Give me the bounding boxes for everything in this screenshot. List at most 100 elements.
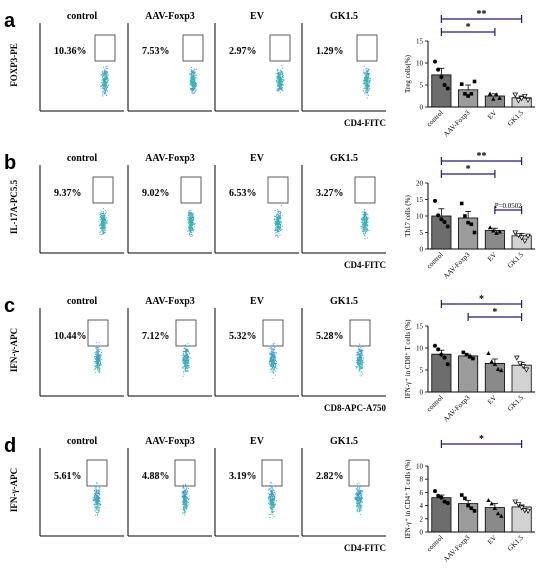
flow-event (267, 502, 270, 504)
flow-event (274, 366, 276, 368)
flow-event (96, 498, 98, 500)
x-tick-label: AAV-Foxp3 (442, 108, 472, 138)
flow-event (272, 507, 274, 509)
flow-event (278, 222, 280, 224)
flow-event (361, 366, 363, 368)
flow-event (187, 353, 189, 356)
flow-event (358, 366, 360, 368)
flow-event (190, 217, 192, 219)
flow-event (277, 219, 280, 221)
flow-event (101, 85, 103, 87)
flow-event (100, 354, 102, 356)
flow-event (363, 73, 365, 75)
flow-event (270, 486, 272, 488)
flow-event (281, 67, 283, 69)
data-point (525, 508, 531, 514)
flow-event (273, 505, 275, 507)
flow-event (361, 507, 363, 509)
flow-event (274, 229, 276, 231)
flow-event (363, 88, 365, 90)
flow-event (104, 79, 106, 81)
flow-event (191, 232, 193, 234)
flow-event (279, 85, 281, 87)
flow-event (194, 79, 196, 81)
flow-event (358, 507, 360, 509)
flow-event (99, 507, 101, 509)
flow-event (107, 72, 109, 74)
flow-event (99, 497, 101, 500)
flow-event (365, 76, 367, 78)
flow-event (276, 89, 278, 91)
flow-event (359, 509, 361, 511)
flow-event (106, 85, 108, 87)
flow-event (186, 368, 188, 370)
flow-event (95, 488, 97, 490)
data-point (436, 347, 441, 352)
flow-event (98, 345, 100, 347)
flow-event (275, 353, 277, 355)
flow-plot: GK1.5 1.29% (301, 11, 386, 112)
flow-event (277, 69, 279, 71)
flow-event (364, 229, 366, 231)
data-point (512, 499, 519, 505)
gate-box (269, 34, 291, 62)
flow-event (364, 222, 366, 224)
flow-event (105, 76, 107, 79)
flow-event (102, 85, 104, 87)
flow-event (103, 214, 105, 216)
flow-event (357, 509, 359, 511)
bar-chart: 0 2 4 6 8 10 IFN-γ⁺ in CD4⁺ T cells (%) control… (404, 434, 535, 563)
flow-event (98, 358, 100, 360)
flow-event (94, 353, 97, 355)
flow-event (276, 221, 278, 223)
flow-event (366, 229, 368, 232)
panel-c: c IFN-γ-APC CD8-APC-A750 control 10.44% AAV-F… (4, 294, 535, 423)
gate-percent: 5.61% (54, 471, 82, 482)
flow-event (367, 79, 369, 81)
flow-event (279, 229, 281, 231)
flow-plot: EV 5.32% (214, 296, 299, 397)
flow-event (367, 72, 369, 74)
flow-event (93, 496, 95, 498)
flow-event (193, 68, 195, 70)
flow-event (358, 493, 360, 495)
flow-plot: AAV-Foxp3 7.12% (127, 296, 212, 397)
flow-event (277, 82, 279, 84)
flow-event (356, 500, 358, 502)
data-point (499, 368, 504, 373)
flow-event (104, 226, 106, 228)
flow-event (357, 348, 359, 351)
flow-event (361, 219, 363, 221)
flow-event (269, 490, 272, 492)
flow-event (277, 223, 279, 225)
flow-event (268, 496, 270, 498)
flow-event (359, 507, 362, 509)
flow-event (182, 499, 184, 502)
flow-event (101, 238, 103, 240)
x-tick-label: GK1.5 (506, 108, 525, 127)
bar (511, 364, 532, 393)
flow-event (368, 84, 371, 86)
flow-event (95, 356, 97, 358)
flow-event (360, 350, 362, 352)
flow-event (364, 221, 366, 224)
flow-event (271, 352, 274, 354)
flow-event (278, 218, 280, 220)
flow-event (361, 353, 363, 355)
panel-label: d (4, 435, 16, 457)
flow-event (95, 342, 97, 344)
flow-event (268, 493, 270, 495)
flow-event (273, 495, 275, 497)
flow-event (99, 501, 101, 503)
flow-event (357, 485, 359, 487)
flow-event (192, 235, 194, 237)
flow-event (363, 71, 365, 73)
flow-event (186, 501, 189, 503)
flow-event (94, 501, 96, 503)
flow-event (362, 361, 365, 363)
flow-event (267, 497, 270, 499)
flow-event (96, 512, 98, 514)
bar (458, 355, 479, 393)
flow-event (267, 489, 269, 491)
